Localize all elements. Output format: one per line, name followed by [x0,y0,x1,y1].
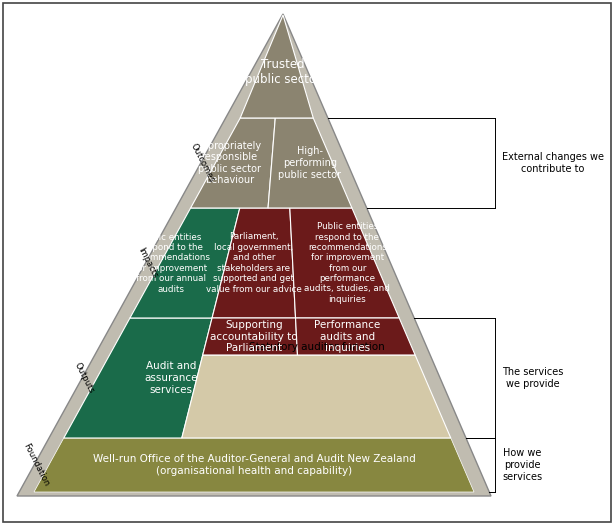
Polygon shape [17,14,491,496]
Text: Audit and
assurance
services: Audit and assurance services [144,361,198,395]
Text: Outcomes: Outcomes [188,142,216,184]
Text: The services
we provide: The services we provide [502,367,564,389]
Polygon shape [130,208,240,318]
Text: Impacts: Impacts [136,246,159,280]
Polygon shape [190,118,275,208]
Polygon shape [64,318,212,438]
Text: How we
provide
services: How we provide services [502,448,542,481]
Polygon shape [34,438,474,492]
Polygon shape [295,318,415,355]
Text: Public entities
respond to the
recommendations
for improvement
from our annual
a: Public entities respond to the recommend… [131,233,211,293]
Text: Supporting
accountability to
Parliament: Supporting accountability to Parliament [210,320,298,353]
Polygon shape [268,118,352,208]
Text: Statutory auditor function: Statutory auditor function [249,342,385,352]
Text: Appropriately
responsible
public sector
behaviour: Appropriately responsible public sector … [196,141,262,185]
Text: Parliament,
local government,
and other
stakeholders are
supported and get
value: Parliament, local government, and other … [206,233,301,293]
Text: Public entities
respond to the
recommendations
for improvement
from our
performa: Public entities respond to the recommend… [305,222,391,304]
Polygon shape [203,318,297,355]
Text: External changes we
contribute to: External changes we contribute to [502,152,604,174]
Text: High-
performing
public sector: High- performing public sector [279,146,341,180]
Polygon shape [240,15,313,118]
Text: Foundation: Foundation [21,442,50,488]
Polygon shape [182,355,451,438]
Polygon shape [290,208,399,318]
Text: Outputs: Outputs [72,361,96,395]
Text: Performance
audits and
inquiries: Performance audits and inquiries [314,320,381,353]
Text: Trusted
public sector: Trusted public sector [245,58,321,86]
Polygon shape [212,208,295,318]
Text: Well-run Office of the Auditor-General and Audit New Zealand
(organisational hea: Well-run Office of the Auditor-General a… [93,454,416,476]
